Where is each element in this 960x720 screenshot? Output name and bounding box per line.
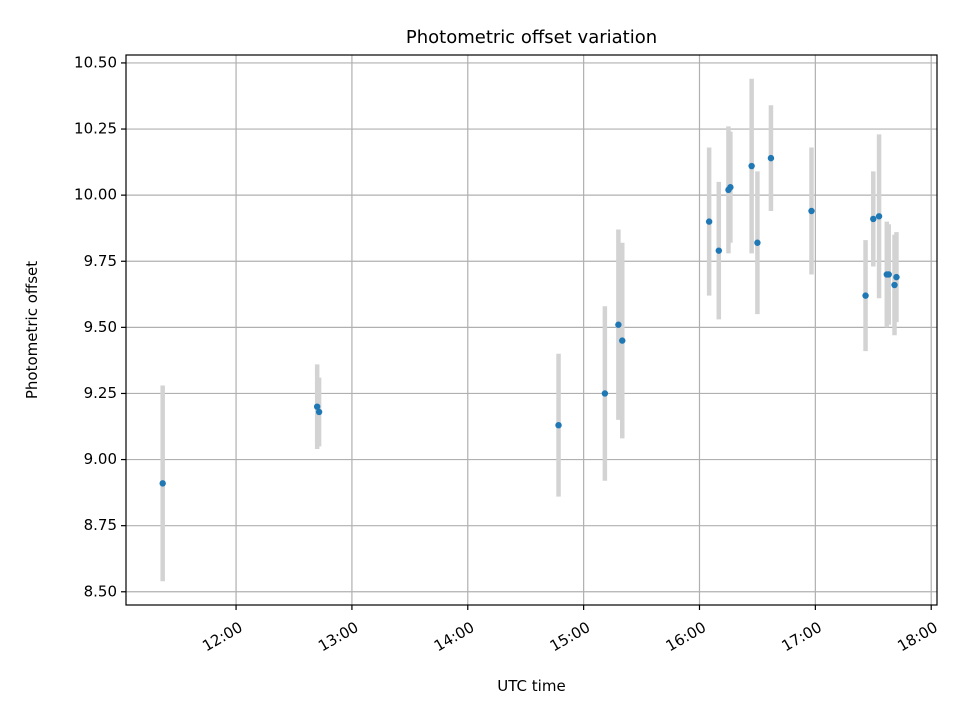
data-point bbox=[159, 480, 166, 487]
y-tick-label: 8.75 bbox=[84, 516, 117, 534]
y-tick-label: 9.50 bbox=[84, 318, 117, 336]
plot-frame bbox=[125, 54, 938, 606]
data-point bbox=[885, 271, 892, 278]
data-points bbox=[159, 154, 900, 487]
data-point bbox=[619, 337, 626, 344]
data-point bbox=[555, 421, 562, 429]
data-point bbox=[808, 207, 815, 215]
y-tick-label: 10.00 bbox=[74, 186, 117, 204]
data-point bbox=[748, 162, 755, 170]
y-tick-label: 10.25 bbox=[74, 120, 117, 138]
data-point bbox=[601, 390, 609, 397]
data-point bbox=[315, 408, 323, 416]
y-tick-label: 9.25 bbox=[84, 384, 117, 402]
data-point bbox=[313, 403, 321, 410]
y-tick-label: 8.50 bbox=[84, 582, 117, 600]
data-point bbox=[615, 321, 622, 328]
y-axis-title: Photometric offset bbox=[23, 261, 41, 399]
data-point bbox=[754, 239, 761, 246]
data-point bbox=[715, 247, 723, 254]
data-point bbox=[891, 281, 898, 289]
data-point bbox=[862, 292, 869, 299]
data-point bbox=[727, 184, 734, 191]
data-point bbox=[875, 213, 883, 220]
grid bbox=[126, 55, 937, 605]
x-axis-title: UTC time bbox=[497, 677, 565, 695]
y-tick-label: 9.00 bbox=[84, 450, 117, 468]
chart-title: Photometric offset variation bbox=[406, 27, 657, 48]
y-tick-label: 10.50 bbox=[74, 53, 117, 71]
data-point bbox=[870, 215, 877, 223]
data-point bbox=[767, 154, 775, 162]
y-tick-label: 9.75 bbox=[84, 252, 117, 270]
data-point bbox=[893, 273, 900, 281]
data-point bbox=[705, 218, 713, 225]
